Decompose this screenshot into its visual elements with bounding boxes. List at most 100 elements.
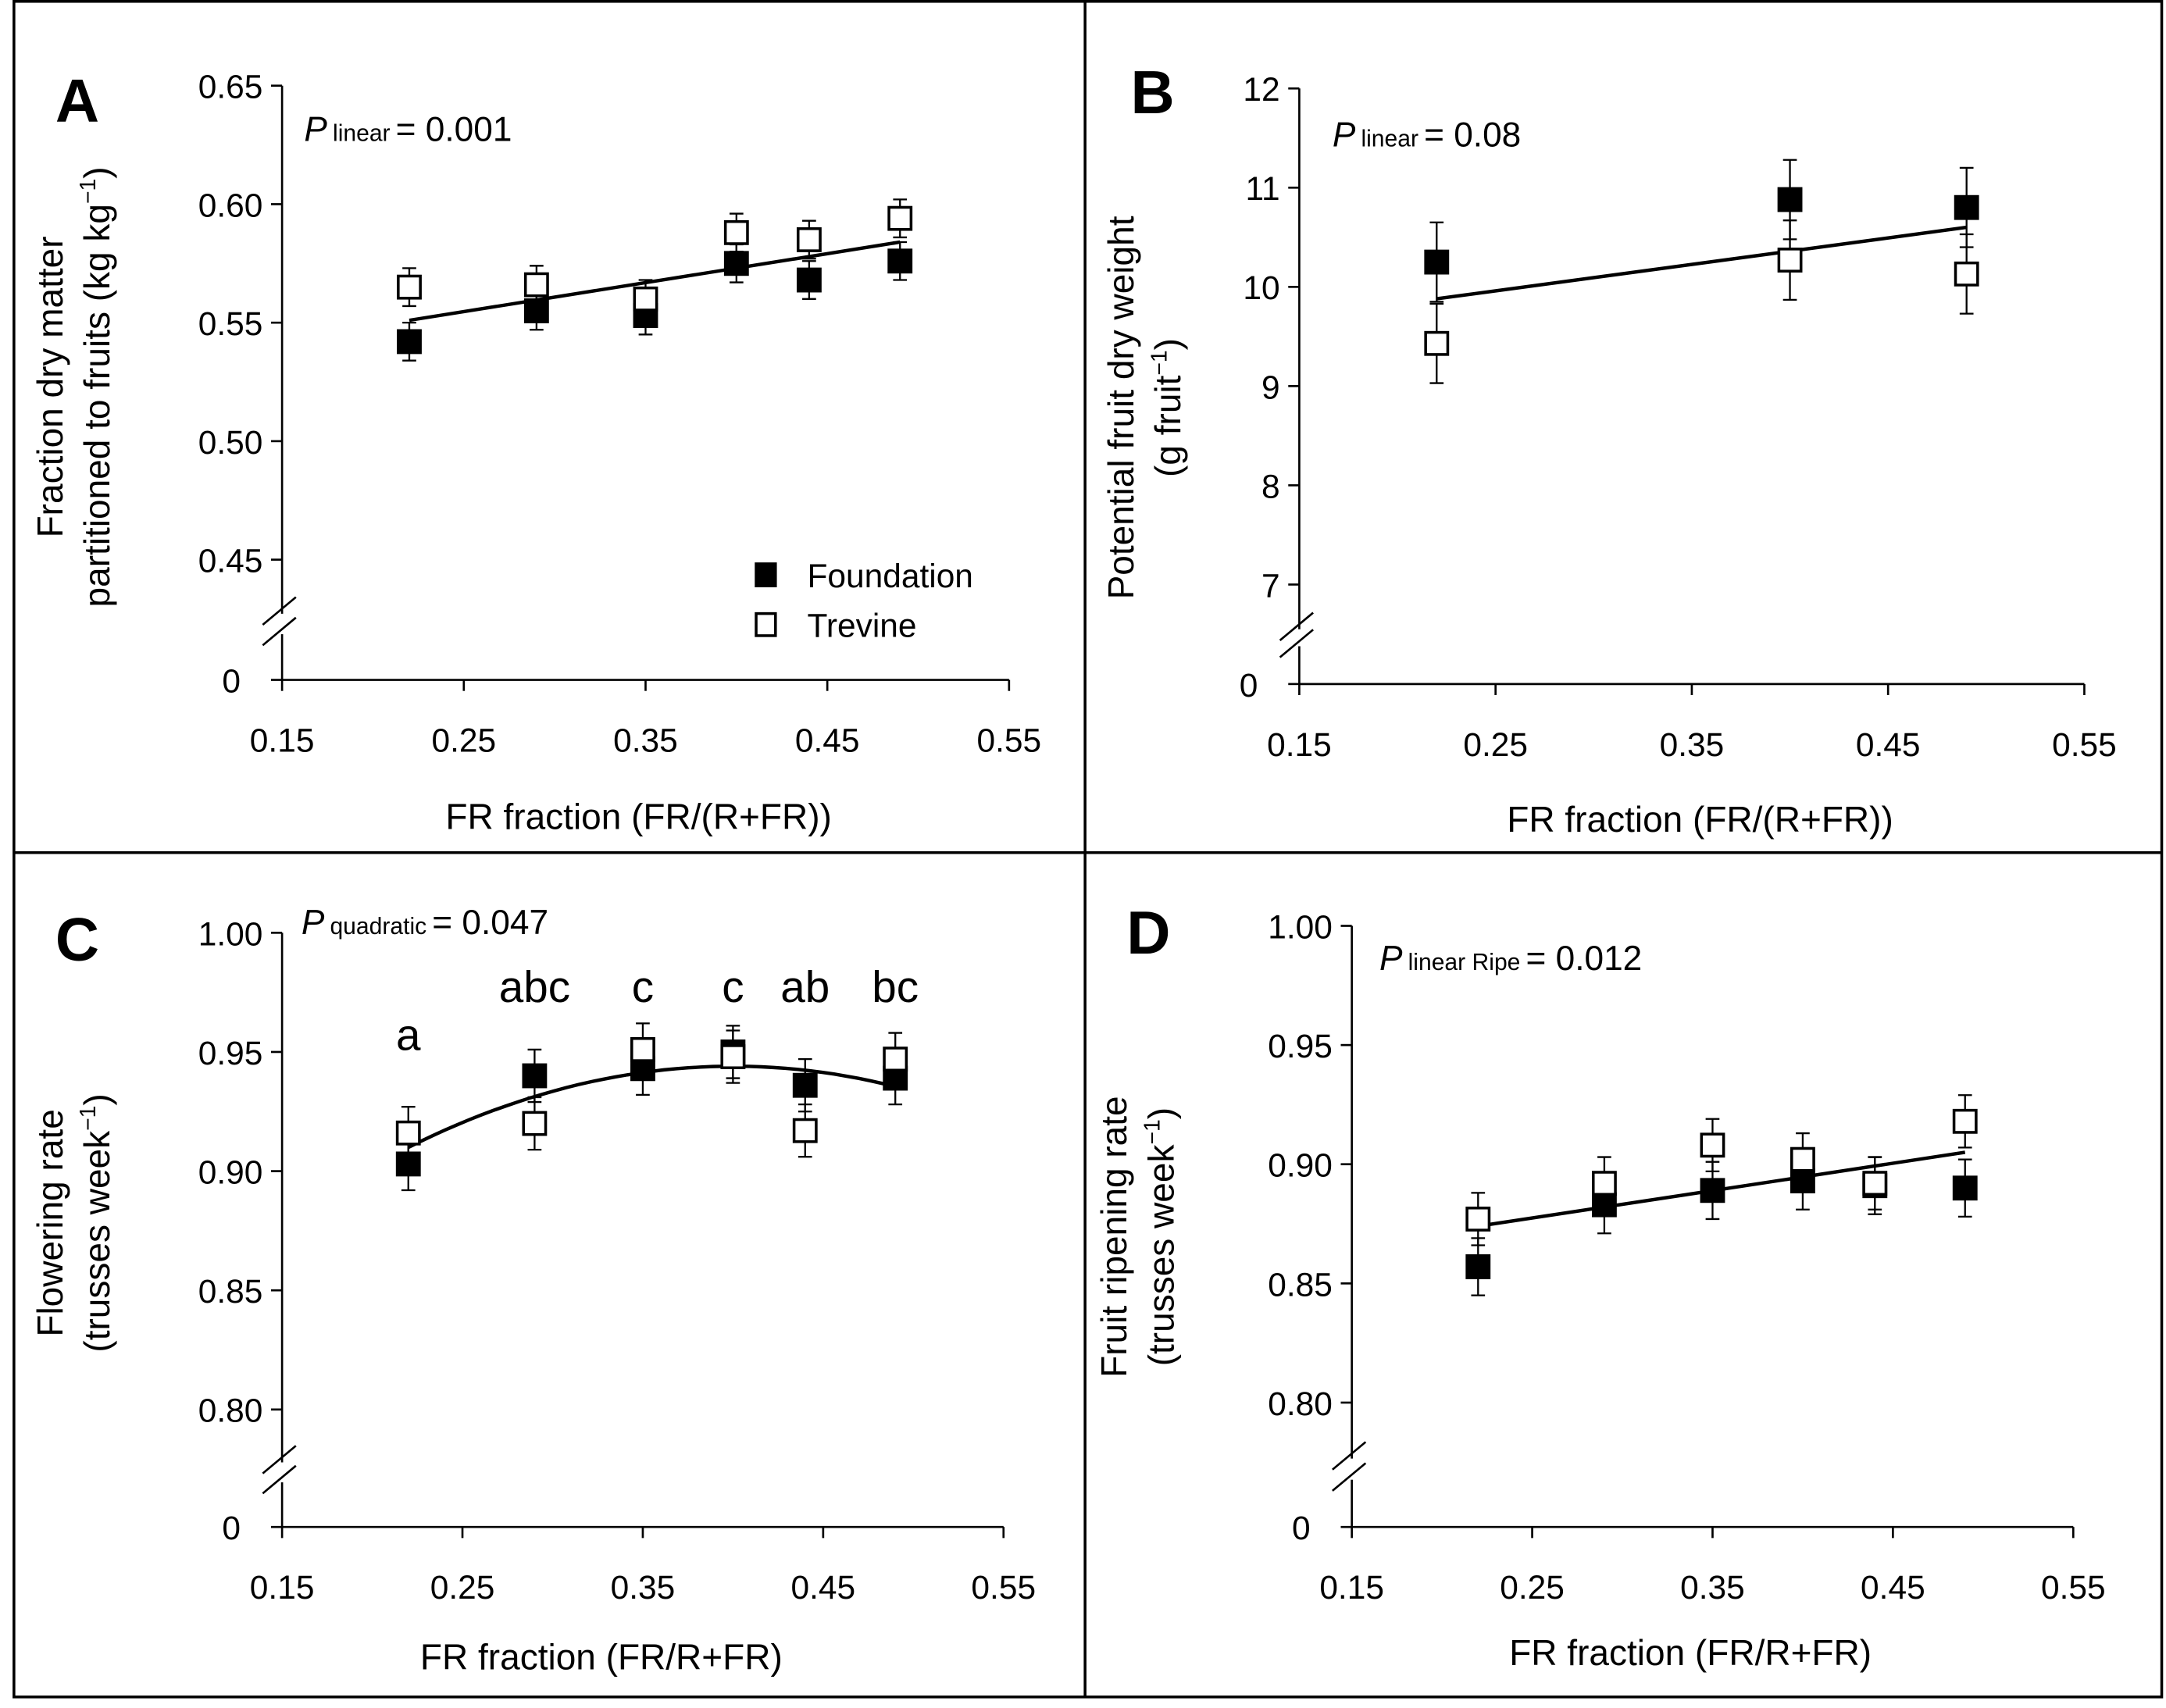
x-tick-label: 0.25	[431, 722, 496, 759]
data-point-trevine	[1954, 261, 1979, 287]
data-point-trevine	[522, 1111, 548, 1136]
x-tick-label: 0.25	[430, 1569, 495, 1606]
x-tick-label: 0.15	[1267, 726, 1332, 763]
p-subscript: linear	[1361, 127, 1418, 152]
y-axis-label: Fruit ripening rate (trusses week−1)	[1094, 1096, 1181, 1378]
data-point-foundation	[887, 248, 913, 274]
p-value: = 0.08	[1424, 116, 1521, 155]
data-point-trevine	[720, 1044, 746, 1069]
series-foundation	[1465, 1151, 1978, 1296]
p-value: = 0.012	[1525, 940, 1642, 978]
y-tick-label: 10	[1243, 269, 1279, 306]
data-point-trevine	[630, 1036, 655, 1062]
data-point-foundation	[1465, 1254, 1491, 1279]
p-value: = 0.047	[432, 904, 548, 942]
legend-label: Foundation	[808, 558, 973, 594]
y-axis-label-close: )	[1140, 1107, 1181, 1119]
y-tick-label: 0.45	[198, 543, 263, 579]
data-point-trevine	[523, 272, 549, 298]
x-axis-label: FR fraction (FR/(R+FR))	[445, 797, 832, 837]
fit-line	[1436, 225, 1967, 301]
p-subscript: quadratic	[330, 914, 426, 940]
data-point-foundation	[796, 267, 822, 293]
axis-break-mark	[1279, 612, 1314, 641]
data-point-foundation	[1700, 1178, 1725, 1203]
data-point-foundation	[723, 251, 749, 276]
x-tick-label: 0.45	[795, 722, 860, 759]
y-axis-label-line1: Potential fruit dry weight	[1101, 216, 1141, 599]
y-tick-label-zero: 0	[1240, 667, 1258, 704]
y-axis-label-superscript: −1	[1147, 350, 1172, 375]
panel-label: C	[55, 907, 99, 974]
p-value: = 0.001	[396, 110, 512, 148]
data-point-trevine	[796, 227, 822, 252]
x-tick-label: 0.15	[250, 1569, 315, 1606]
y-tick-label: 0.90	[1268, 1147, 1333, 1184]
y-tick-label: 0.50	[198, 424, 263, 461]
axis-break-mark	[262, 1445, 297, 1474]
x-axis-label: FR fraction (FR/(R+FR))	[1507, 799, 1893, 840]
x-tick-label: 0.15	[250, 722, 315, 759]
significance-letter: c	[722, 962, 744, 1011]
y-axis-label-close: )	[77, 166, 117, 178]
y-tick-label: 0.60	[198, 187, 263, 223]
fit-line	[409, 240, 901, 323]
panel-b: B 7 8 9 10 11 12 00.15 0.25 0.35 0.45 0.55 FR fracti…	[1101, 59, 2117, 840]
x-tick-label: 0.55	[977, 722, 1042, 759]
data-point-foundation	[1954, 194, 1979, 220]
y-axis-label: Potential fruit dry weight (g fruit−1)	[1101, 216, 1188, 599]
y-axis-label-superscript: −1	[75, 179, 100, 204]
data-point-trevine	[395, 1120, 421, 1146]
x-tick-label: 0.55	[971, 1569, 1036, 1606]
data-point-trevine	[1777, 248, 1803, 273]
legend-marker-trevine	[755, 612, 777, 637]
y-tick-label-zero: 0	[1292, 1510, 1311, 1546]
axis-break-mark	[262, 596, 297, 626]
y-axis-label-line2: (trusses week	[1140, 1144, 1181, 1367]
x-tick-label: 0.35	[1680, 1569, 1745, 1606]
y-axis-label-line2: partitioned to fruits (kg kg	[77, 204, 117, 607]
y-tick-label: 12	[1243, 71, 1279, 108]
y-axis-label-line1: Fruit ripening rate	[1094, 1096, 1134, 1378]
y-tick-label: 1.00	[1268, 908, 1333, 945]
data-point-trevine	[397, 274, 422, 300]
y-tick-label: 8	[1261, 468, 1280, 505]
significance-letter: a	[396, 1011, 421, 1060]
y-axis-label: Flowering rate (trusses week−1)	[30, 1093, 117, 1352]
x-tick-label: 0.45	[791, 1569, 856, 1606]
y-tick-label: 0.55	[198, 305, 263, 342]
x-tick-label: 0.25	[1500, 1569, 1565, 1606]
y-axis-label-close: )	[1147, 338, 1188, 350]
axis-break-mark	[262, 616, 297, 647]
data-point-foundation	[1777, 187, 1803, 212]
significance-letter: ab	[780, 962, 830, 1011]
p-subscript: linear Ripe	[1408, 950, 1521, 975]
legend-label: Trevine	[808, 608, 917, 644]
data-point-foundation	[1424, 249, 1450, 275]
data-point-trevine	[883, 1047, 908, 1072]
data-point-trevine	[723, 219, 749, 245]
y-tick-label: 7	[1261, 567, 1280, 604]
y-axis-label-line2: (g fruit	[1147, 375, 1188, 477]
figure-border	[12, 0, 2164, 1699]
y-tick-label: 0.85	[1268, 1266, 1333, 1303]
panel-d: D 0.80 0.85 0.90 0.95 1.00 00.15 0.25 0.35 0.45 0.…	[1094, 900, 2105, 1673]
x-tick-label: 0.55	[2041, 1569, 2106, 1606]
x-tick-label: 0.55	[2052, 726, 2117, 763]
p-subscript: linear	[333, 120, 391, 146]
data-point-foundation	[792, 1072, 818, 1098]
x-tick-label: 0.15	[1319, 1569, 1384, 1606]
y-tick-label: 1.00	[198, 915, 263, 952]
p-symbol: P	[1379, 940, 1403, 978]
y-tick-label: 9	[1261, 369, 1280, 405]
significance-letter: bc	[872, 962, 919, 1011]
x-tick-label: 0.35	[611, 1569, 676, 1606]
y-tick-label: 11	[1246, 170, 1280, 207]
y-axis-label-superscript: −1	[1140, 1119, 1165, 1144]
y-tick-label: 0.80	[1268, 1385, 1333, 1422]
